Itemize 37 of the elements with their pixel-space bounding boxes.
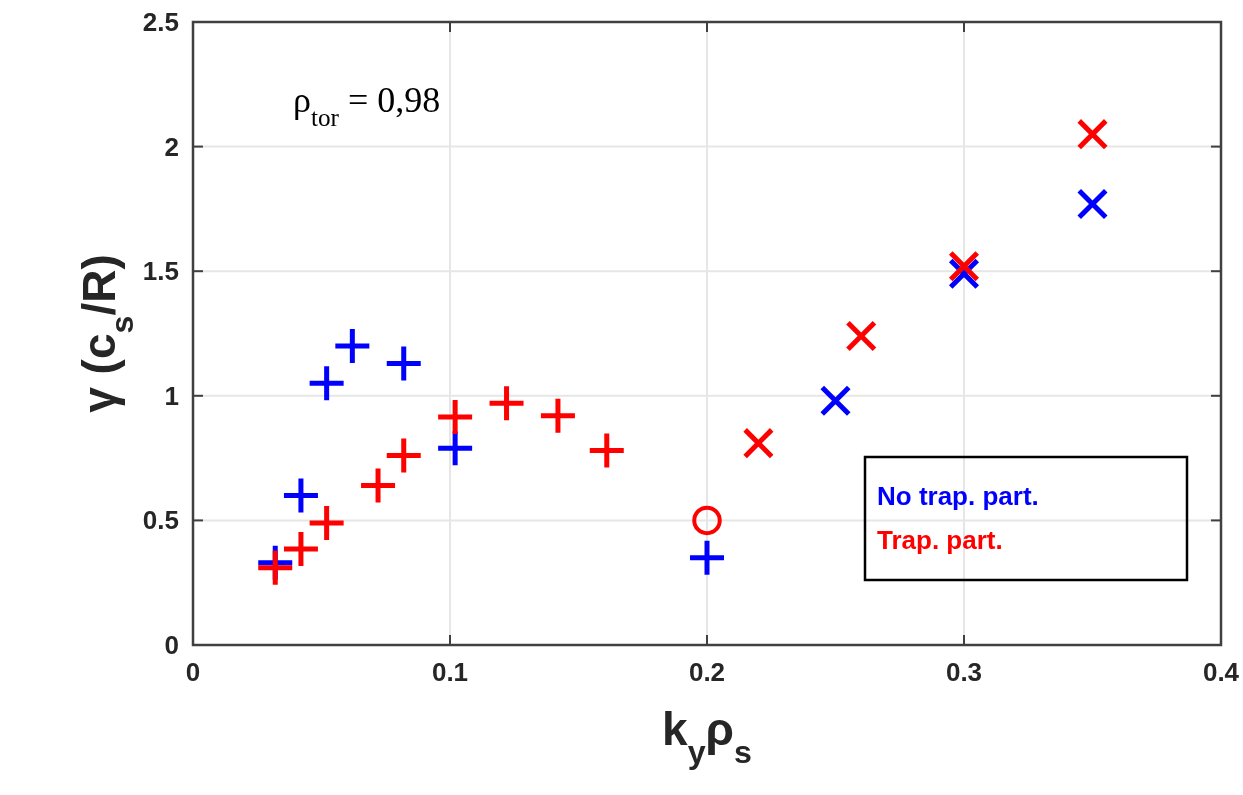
- point: [386, 438, 421, 473]
- y-tick-label: 0: [164, 630, 179, 660]
- point: [742, 427, 775, 459]
- point: [540, 398, 575, 433]
- point: [438, 399, 473, 434]
- y-tick-label: 2: [164, 131, 179, 162]
- text: Trap. part.: [877, 525, 1003, 555]
- x-axis-title: k$_{y}$ρ$_{s}$: [662, 703, 752, 770]
- point: [589, 433, 624, 468]
- point: [335, 328, 370, 363]
- y-tick-label: 2.5: [142, 7, 179, 37]
- point: [438, 431, 473, 466]
- point: [690, 540, 724, 575]
- annotation: ρ$_{tor}$ = 0,98: [293, 80, 441, 131]
- y-tick-label: 1: [164, 380, 179, 411]
- text: No trap. part.: [877, 481, 1039, 511]
- point: [1076, 188, 1109, 220]
- point: [819, 385, 852, 417]
- point: [845, 320, 877, 352]
- point: [309, 505, 344, 540]
- x-tick-label: 0.3: [945, 657, 983, 687]
- x-tick-label: 0.2: [688, 657, 726, 687]
- point: [948, 250, 980, 282]
- point: [283, 478, 318, 513]
- point: [283, 532, 318, 567]
- x-tick-label: 0.4: [1202, 657, 1240, 687]
- x-tick-label: 0: [185, 657, 201, 687]
- x-tick-label: 0.1: [431, 657, 469, 687]
- point: [1076, 118, 1109, 150]
- point: [948, 257, 980, 290]
- y-tick-label: 0.5: [142, 505, 179, 536]
- point: [386, 346, 421, 381]
- point: [309, 366, 344, 401]
- point: [692, 505, 722, 536]
- point: [489, 386, 524, 421]
- y-tick-label: 1.5: [142, 256, 179, 287]
- point: [361, 468, 396, 503]
